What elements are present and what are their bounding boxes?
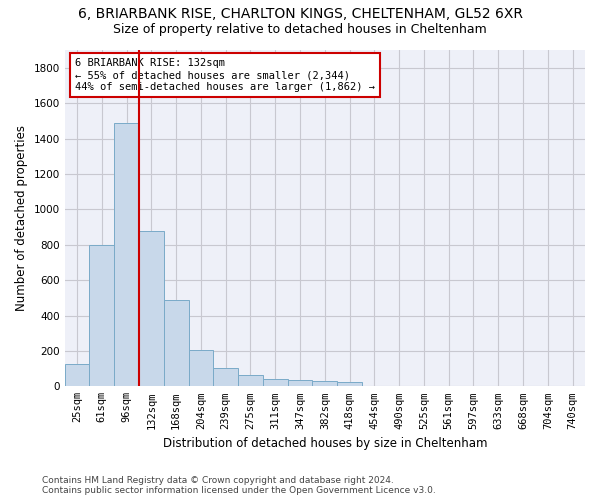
Bar bbox=[65, 364, 89, 386]
Bar bbox=[89, 244, 114, 386]
Bar bbox=[214, 368, 238, 386]
Bar bbox=[164, 300, 188, 386]
Y-axis label: Number of detached properties: Number of detached properties bbox=[15, 125, 28, 311]
Bar bbox=[287, 380, 313, 386]
Text: 6, BRIARBANK RISE, CHARLTON KINGS, CHELTENHAM, GL52 6XR: 6, BRIARBANK RISE, CHARLTON KINGS, CHELT… bbox=[77, 8, 523, 22]
X-axis label: Distribution of detached houses by size in Cheltenham: Distribution of detached houses by size … bbox=[163, 437, 487, 450]
Text: Size of property relative to detached houses in Cheltenham: Size of property relative to detached ho… bbox=[113, 22, 487, 36]
Bar bbox=[238, 375, 263, 386]
Bar bbox=[337, 382, 362, 386]
Text: 6 BRIARBANK RISE: 132sqm
← 55% of detached houses are smaller (2,344)
44% of sem: 6 BRIARBANK RISE: 132sqm ← 55% of detach… bbox=[75, 58, 375, 92]
Bar bbox=[313, 381, 337, 386]
Bar bbox=[188, 350, 214, 387]
Bar bbox=[139, 232, 164, 386]
Text: Contains HM Land Registry data © Crown copyright and database right 2024.
Contai: Contains HM Land Registry data © Crown c… bbox=[42, 476, 436, 495]
Bar bbox=[263, 379, 287, 386]
Bar bbox=[114, 122, 139, 386]
